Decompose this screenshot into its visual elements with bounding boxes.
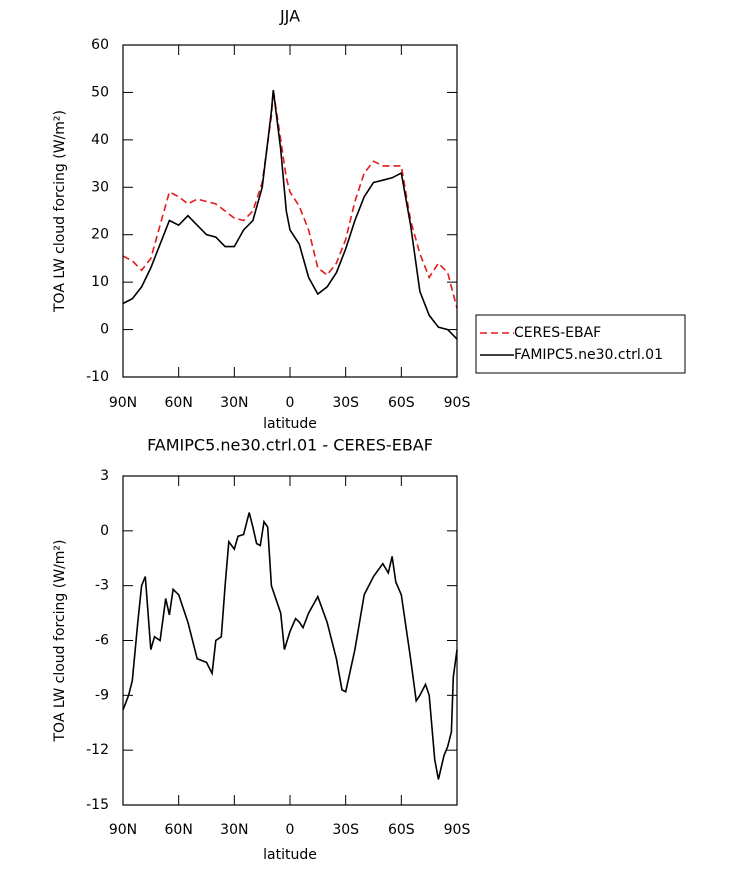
chart-title: JJA xyxy=(279,7,300,26)
chart-title: FAMIPC5.ne30.ctrl.01 - CERES-EBAF xyxy=(147,436,433,455)
x-axis-label: latitude xyxy=(263,416,317,432)
x-tick-label: 30N xyxy=(220,822,248,838)
y-tick-label: 60 xyxy=(91,37,109,53)
legend-label: FAMIPC5.ne30.ctrl.01 xyxy=(514,347,663,363)
y-tick-label: 10 xyxy=(91,274,109,290)
y-tick-label: -10 xyxy=(86,369,109,385)
data-line xyxy=(122,512,458,780)
plot-frame xyxy=(122,475,458,806)
y-tick-label: 3 xyxy=(100,468,109,484)
legend-label: CERES-EBAF xyxy=(514,325,601,341)
x-tick-label: 60S xyxy=(388,395,415,411)
x-tick-label: 0 xyxy=(286,822,295,838)
x-tick-label: 30N xyxy=(220,395,248,411)
x-tick-label: 0 xyxy=(286,395,295,411)
y-tick-label: 0 xyxy=(100,523,109,539)
y-tick-label: 0 xyxy=(100,322,109,338)
y-tick-label: 40 xyxy=(91,132,109,148)
y-tick-label: -6 xyxy=(95,633,109,649)
data-line xyxy=(122,89,458,309)
x-tick-label: 90S xyxy=(444,395,471,411)
legend-box xyxy=(475,314,686,374)
y-tick-label: 20 xyxy=(91,227,109,243)
x-tick-label: 30S xyxy=(332,395,359,411)
x-tick-label: 90N xyxy=(109,395,137,411)
plot-frame xyxy=(122,44,458,378)
y-tick-label: -12 xyxy=(86,742,109,758)
x-tick-label: 60N xyxy=(165,395,193,411)
x-tick-label: 30S xyxy=(332,822,359,838)
x-tick-label: 60N xyxy=(165,822,193,838)
x-tick-label: 60S xyxy=(388,822,415,838)
y-tick-label: -3 xyxy=(95,578,109,594)
y-axis-label: TOA LW cloud forcing (W/m²) xyxy=(52,110,68,313)
y-tick-label: -9 xyxy=(95,687,109,703)
data-line xyxy=(122,90,458,340)
y-tick-label: 50 xyxy=(91,84,109,100)
y-tick-label: 30 xyxy=(91,179,109,195)
x-tick-label: 90N xyxy=(109,822,137,838)
x-axis-label: latitude xyxy=(263,847,317,863)
y-axis-label: TOA LW cloud forcing (W/m²) xyxy=(52,540,68,743)
y-tick-label: -15 xyxy=(86,797,109,813)
x-tick-label: 90S xyxy=(444,822,471,838)
